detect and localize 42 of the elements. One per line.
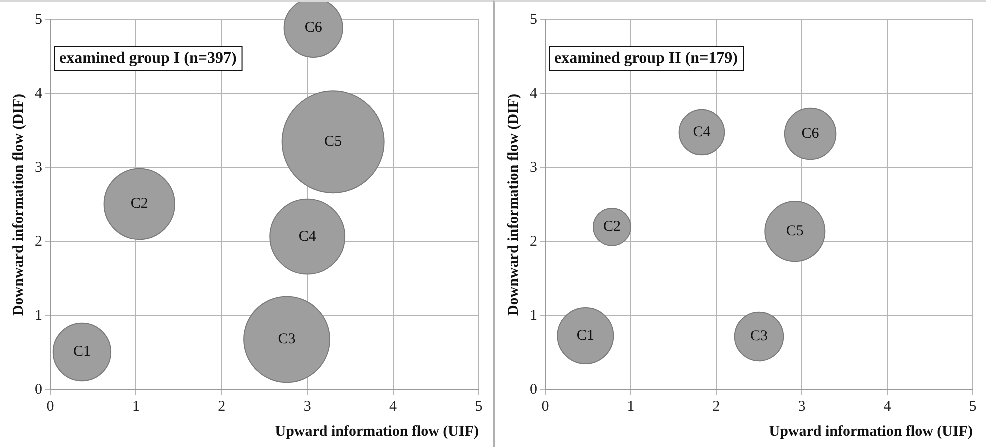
y-tick-label: 1 bbox=[530, 308, 538, 324]
x-tick-label: 1 bbox=[627, 398, 635, 415]
x-tick-label: 3 bbox=[304, 398, 312, 415]
series-label: C5 bbox=[786, 224, 804, 240]
y-axis-title: Downward information flow (DIF) bbox=[10, 94, 27, 316]
y-tick-label: 0 bbox=[530, 382, 538, 398]
series-label: C4 bbox=[298, 228, 317, 245]
y-tick-label: 3 bbox=[35, 160, 42, 176]
series-label: C2 bbox=[603, 219, 621, 236]
text: examined group II (n=179) bbox=[554, 50, 738, 68]
x-tick-label: 0 bbox=[46, 398, 54, 415]
y-tick-label: 2 bbox=[35, 234, 42, 250]
x-tick-label: 5 bbox=[475, 398, 483, 415]
y-tick-label: 5 bbox=[35, 12, 42, 28]
y-tick-label: 2 bbox=[530, 234, 538, 250]
series-label: C3 bbox=[278, 332, 296, 348]
series-label: C2 bbox=[130, 196, 148, 212]
x-tick-label: 0 bbox=[542, 398, 550, 415]
y-tick-label: 4 bbox=[35, 86, 43, 102]
x-tick-label: 3 bbox=[798, 398, 806, 415]
series-label: C5 bbox=[324, 134, 342, 150]
series-label: C4 bbox=[693, 124, 712, 140]
y-tick-label: 0 bbox=[35, 382, 42, 398]
y-axis-title: Downward information flow (DIF) bbox=[506, 94, 522, 316]
y-tick-label: 4 bbox=[530, 86, 538, 102]
series-label: C6 bbox=[304, 20, 323, 36]
x-tick-label: 2 bbox=[218, 398, 226, 415]
x-axis-title: Upward information flow (UIF) bbox=[275, 424, 479, 440]
x-tick-label: 4 bbox=[390, 398, 398, 415]
series-label: C1 bbox=[73, 344, 91, 360]
series-label: C1 bbox=[576, 328, 594, 344]
x-tick-label: 5 bbox=[969, 398, 977, 415]
y-tick-label: 5 bbox=[530, 12, 538, 28]
x-tick-label: 1 bbox=[132, 398, 140, 415]
series-label: C3 bbox=[750, 328, 768, 345]
series-label: C6 bbox=[802, 126, 820, 142]
text: examined group I (n=397) bbox=[60, 50, 237, 68]
x-tick-label: 2 bbox=[712, 398, 720, 415]
x-tick-label: 4 bbox=[884, 398, 892, 415]
x-axis-title: Upward information flow (UIF) bbox=[769, 424, 973, 440]
y-tick-label: 1 bbox=[35, 308, 42, 324]
y-tick-label: 3 bbox=[530, 160, 538, 176]
